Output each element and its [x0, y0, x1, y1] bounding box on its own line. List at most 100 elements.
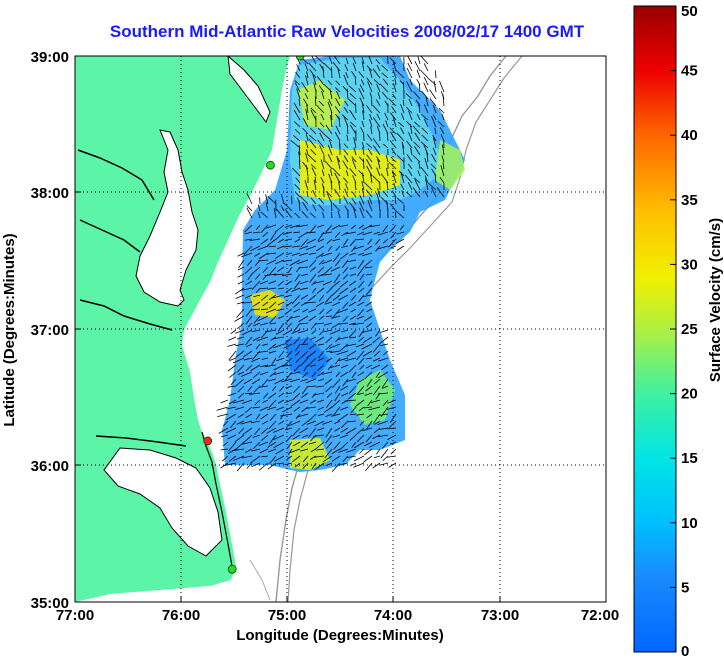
velocity-vector	[439, 127, 445, 135]
velocity-vector	[304, 93, 309, 100]
velocity-vector	[237, 413, 245, 418]
velocity-vector	[362, 336, 373, 344]
velocity-vector	[377, 92, 381, 100]
colorbar	[633, 5, 677, 653]
velocity-vector	[250, 420, 261, 424]
velocity-vector	[377, 231, 389, 236]
velocity-vector	[245, 315, 253, 325]
velocity-vector	[423, 63, 429, 72]
velocity-vector	[357, 392, 365, 395]
velocity-vector	[342, 378, 349, 387]
velocity-vector	[218, 427, 229, 434]
velocity-vector	[302, 117, 309, 128]
velocity-vector	[420, 114, 429, 121]
velocity-vector	[257, 211, 261, 219]
velocity-vector	[285, 280, 293, 286]
velocity-vector	[302, 434, 309, 438]
velocity-vector	[229, 357, 237, 361]
velocity-vector	[420, 69, 429, 79]
velocity-vector	[440, 134, 445, 142]
velocity-vector	[364, 371, 373, 380]
velocity-vector	[292, 427, 301, 437]
velocity-vector	[316, 287, 325, 294]
velocity-vector	[278, 392, 285, 398]
velocity-vector	[423, 77, 429, 86]
velocity-vector	[327, 80, 333, 86]
y-axis-label: Latitude (Degrees:Minutes)	[1, 233, 18, 426]
velocity-vector	[295, 71, 301, 79]
velocity-vector	[237, 252, 245, 257]
velocity-vector	[316, 364, 325, 371]
velocity-vector	[293, 102, 301, 114]
velocity-vector	[235, 441, 245, 450]
velocity-vector	[235, 350, 245, 358]
velocity-vector	[359, 97, 365, 107]
velocity-vector	[297, 329, 309, 334]
velocity-vector	[377, 420, 389, 425]
velocity-vector	[361, 120, 365, 128]
velocity-vector	[376, 167, 381, 177]
velocity-vector	[298, 266, 309, 269]
velocity-vector	[316, 224, 325, 228]
velocity-vector	[408, 131, 413, 142]
velocity-vector	[320, 114, 325, 121]
velocity-vector	[372, 343, 381, 353]
velocity-vector	[318, 238, 325, 243]
velocity-vector	[273, 441, 285, 449]
velocity-vector	[339, 434, 349, 439]
velocity-vector	[298, 98, 301, 107]
velocity-vector	[325, 357, 333, 363]
velocity-vector	[334, 259, 341, 267]
velocity-vector	[381, 364, 389, 371]
velocity-vector	[236, 364, 245, 373]
velocity-vector	[252, 406, 261, 409]
velocity-vector	[391, 106, 397, 114]
velocity-vector	[250, 455, 261, 464]
velocity-vector	[330, 180, 333, 191]
velocity-vector	[293, 301, 301, 308]
velocity-vector	[228, 350, 237, 361]
velocity-vector	[331, 211, 333, 219]
velocity-vector	[317, 273, 325, 277]
velocity-vector	[426, 150, 429, 163]
velocity-vector	[349, 322, 357, 326]
velocity-vector	[376, 99, 381, 107]
velocity-vector	[251, 448, 261, 452]
velocity-vector	[330, 413, 341, 417]
colorbar-label: Surface Velocity (cm/s)	[707, 218, 724, 382]
velocity-vector	[348, 201, 357, 212]
velocity-vector	[304, 180, 309, 191]
velocity-vector	[317, 139, 325, 149]
velocity-vector	[386, 406, 397, 410]
velocity-vector	[432, 135, 437, 142]
velocity-vector	[285, 385, 293, 389]
velocity-vector	[409, 123, 413, 135]
velocity-vector	[315, 336, 325, 343]
velocity-vector	[277, 245, 285, 250]
velocity-vector	[372, 385, 381, 396]
station-marker	[203, 436, 213, 446]
velocity-vector	[336, 90, 341, 100]
velocity-vector	[306, 420, 317, 425]
velocity-vector	[361, 343, 373, 350]
velocity-vector	[407, 163, 413, 170]
velocity-vector	[382, 238, 389, 244]
velocity-vector	[399, 224, 405, 231]
velocity-vector	[333, 273, 341, 284]
velocity-vector	[325, 427, 333, 438]
velocity-vector	[259, 406, 269, 412]
velocity-vector	[332, 203, 341, 212]
velocity-vector	[315, 301, 325, 308]
velocity-vector	[293, 406, 301, 412]
velocity-vector	[356, 315, 365, 320]
velocity-vector	[298, 315, 309, 322]
velocity-vector	[305, 245, 317, 251]
velocity-vector	[262, 231, 269, 238]
velocity-vector	[394, 194, 397, 205]
velocity-vector	[364, 315, 373, 322]
velocity-vector	[358, 287, 365, 293]
velocity-vector	[341, 329, 349, 333]
velocity-vector	[400, 127, 405, 135]
velocity-vector	[230, 378, 237, 386]
x-tick-label: 72:00	[581, 607, 619, 624]
